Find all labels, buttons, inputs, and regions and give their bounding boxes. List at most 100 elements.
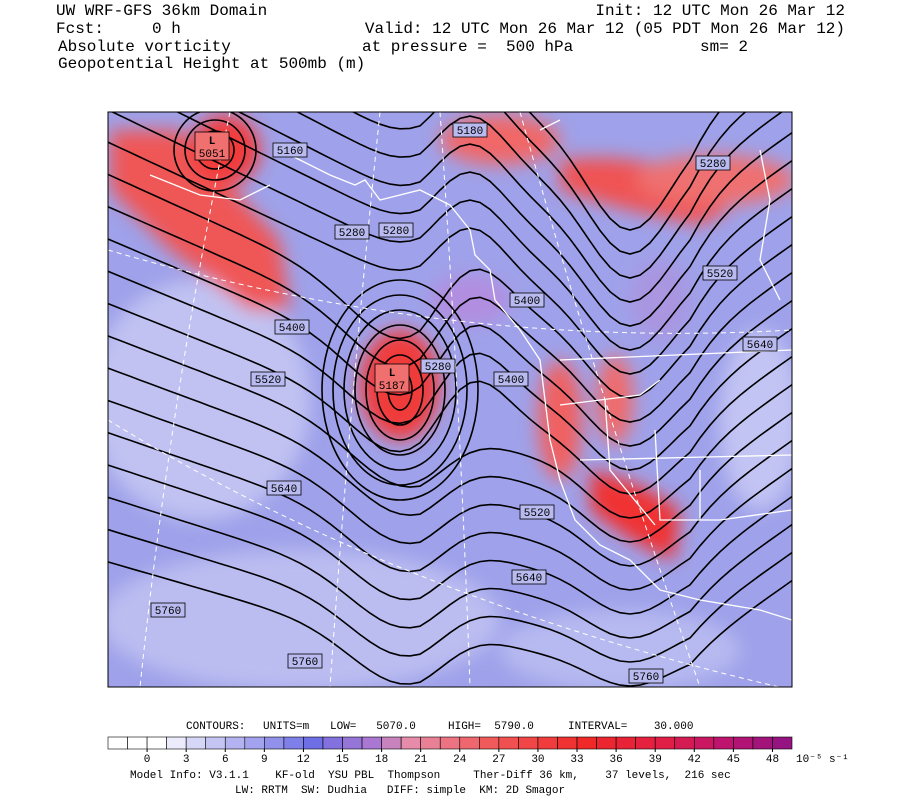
contour-label: 5280: [425, 362, 451, 374]
contour-label: 5400: [514, 296, 540, 308]
contour-label: 5760: [633, 672, 659, 684]
contour-line: [110, 112, 792, 351]
contour-label: 5760: [292, 657, 318, 669]
colorbar-tick-label: 30: [531, 754, 544, 766]
colorbar-tick-label: 33: [570, 754, 583, 766]
colorbar-box: [224, 736, 246, 750]
colorbar-unit: 10⁻⁵ s⁻¹: [796, 754, 849, 766]
colorbar-tick-label: 3: [183, 754, 190, 766]
colorbar-box: [576, 736, 597, 750]
contour-interval: INTERVAL= 30.000: [568, 721, 693, 733]
colorbar-tick-label: 27: [492, 754, 505, 766]
colorbar-box: [752, 736, 773, 750]
contour-label-box: [628, 668, 664, 684]
contour-field: Geopotential Height at 500mb (m): [58, 55, 365, 73]
colorbar-box: [713, 736, 734, 750]
contour-label-box: [493, 371, 529, 387]
valid-time: Valid: 12 UTC Mon 26 Mar 12 (05 PDT Mon …: [365, 20, 845, 38]
colorbar-box: [303, 736, 324, 750]
colorbar-box: [381, 736, 402, 750]
contour-label-box: [150, 602, 186, 618]
colorbar-tick-label: 42: [688, 754, 701, 766]
colorbar-tick-label: 9: [261, 754, 268, 766]
colorbar-box: [342, 736, 363, 750]
low-value: 5051: [199, 149, 226, 161]
closed-contour: [365, 339, 435, 441]
coastlines: [149, 119, 792, 621]
colorbar-box: [459, 736, 480, 750]
contour-label: 5640: [271, 484, 297, 496]
colorbar-box: [596, 736, 617, 750]
colorbar-box: [674, 736, 695, 750]
colorbar-box: [322, 736, 343, 750]
colorbar-box: [635, 736, 656, 750]
colorbar-box: [498, 736, 519, 750]
closed-contour: [173, 112, 257, 192]
colorbar-box: [185, 736, 207, 750]
contour-label: 5160: [277, 146, 303, 158]
contour-label: 5280: [700, 159, 726, 171]
colorbar-box: [205, 736, 226, 750]
contour-line: [108, 173, 792, 399]
colorbar-tick-label: 15: [336, 754, 349, 766]
colorbar-box: [518, 736, 539, 750]
map: 5180 5160 5280 5280 5280 5520 5400 5400 5640 5280…: [108, 112, 792, 687]
contour-line: [108, 205, 792, 423]
colorbar-box: [439, 736, 461, 750]
colorbar-box: [400, 736, 421, 750]
contour-line: [108, 335, 792, 519]
contour-label-box: [378, 222, 414, 238]
colorbar-tick-label: 12: [297, 754, 310, 766]
contour-label: 5640: [747, 340, 773, 352]
contour-label: 5400: [279, 323, 305, 335]
contour-label-box: [250, 371, 286, 387]
contour-line: [295, 112, 784, 279]
contour-label: 5400: [498, 375, 524, 387]
contour-label: 5280: [383, 226, 409, 238]
map-frame: [107, 111, 793, 688]
low-label-box: [374, 363, 410, 393]
contour-label-box: [511, 569, 547, 585]
colorbar-tick-label: 6: [222, 754, 229, 766]
colorbar-tick-label: 24: [453, 754, 467, 766]
contour-line: [237, 112, 792, 303]
colorbar-box: [146, 736, 167, 750]
colorbar-tick-label: 48: [766, 754, 779, 766]
contour-low: LOW= 5070.0: [330, 721, 416, 733]
contour-line: [108, 399, 792, 567]
contour-label-box: [287, 653, 323, 669]
contour-label: 5280: [339, 228, 365, 240]
colorbar-tick-label: 36: [610, 754, 623, 766]
colorbar-box: [537, 736, 558, 750]
colorbar-box: [361, 736, 382, 750]
contour-label-box: [519, 504, 555, 520]
model-title: UW WRF-GFS 36km Domain: [56, 2, 267, 20]
contour-label: 5520: [707, 269, 733, 281]
contour-labels: 5180 5160 5280 5280 5280 5520 5400 5400 5640 5280…: [150, 122, 778, 684]
colorbar-box: [283, 736, 304, 750]
contour-high: HIGH= 5790.0: [448, 721, 534, 733]
model-info: Model Info: V3.1.1 KF-old YSU PBL Thomps…: [130, 770, 731, 782]
contour-line: [108, 141, 792, 375]
contour-label: 5760: [155, 606, 181, 618]
colorbar-box: [693, 736, 715, 750]
colorbar-box: [127, 736, 148, 750]
contour-label-box: [702, 265, 738, 281]
contour-label-box: [266, 480, 302, 496]
contour-label-box: [334, 224, 370, 240]
contour-line: [351, 112, 747, 255]
colorbar-tick-label: 18: [375, 754, 388, 766]
contour-line: [108, 431, 792, 591]
contour-line: [108, 367, 792, 543]
forecast-hour: Fcst: 0 h: [56, 20, 181, 38]
contours-heading: CONTOURS:: [186, 721, 245, 733]
low-symbol: L: [209, 136, 216, 148]
contour-label-box: [420, 358, 456, 374]
closed-contour: [343, 309, 457, 471]
colorbar-box: [244, 736, 265, 750]
contour-line: [108, 561, 792, 687]
contour-label-box: [274, 319, 310, 335]
colorbar-box: [479, 736, 500, 750]
contour-label: 5520: [255, 375, 281, 387]
